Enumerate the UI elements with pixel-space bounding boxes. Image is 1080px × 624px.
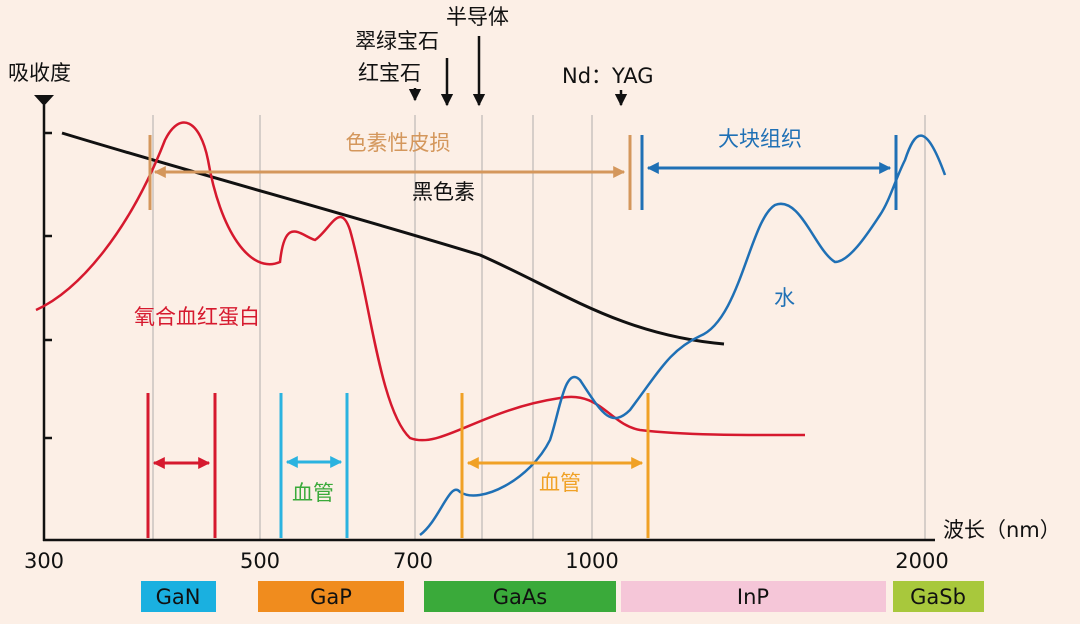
range-label: 大块组织	[718, 127, 802, 151]
x-tick-label: 300	[24, 549, 64, 573]
curve-label: 水	[774, 286, 795, 310]
y-axis-label: 吸收度	[8, 61, 71, 85]
range-label: 色素性皮损	[346, 131, 451, 155]
laser-label: Nd：YAG	[562, 64, 654, 88]
range-label: 血管	[292, 481, 334, 505]
axes	[34, 95, 935, 542]
curve-label: 氧合血红蛋白	[134, 305, 260, 329]
vessel-range	[146, 393, 217, 538]
hemoglobin-curve	[35, 121, 806, 442]
laser-label: 红宝石	[358, 61, 421, 85]
x-tick-label: 700	[393, 549, 433, 573]
water-curve	[419, 134, 947, 536]
grid	[152, 115, 926, 540]
curve-label: 黑色素	[412, 180, 475, 204]
bulk-range	[640, 135, 898, 210]
x-tick-label: 2000	[895, 549, 948, 573]
material-label: GaSb	[910, 585, 966, 609]
range-label: 血管	[539, 471, 581, 495]
material-label: GaP	[310, 585, 352, 609]
material-label: GaN	[156, 585, 201, 609]
x-axis-label: 波长（nm）	[943, 518, 1061, 542]
x-tick-label: 500	[240, 549, 280, 573]
laser-markers	[408, 36, 628, 107]
material-label: InP	[737, 585, 769, 609]
laser-label: 半导体	[446, 5, 509, 29]
pigment-range	[148, 135, 632, 210]
vessel-range	[460, 393, 650, 538]
material-label: GaAs	[493, 585, 547, 609]
laser-label: 翠绿宝石	[355, 29, 439, 53]
x-tick-label: 1000	[565, 549, 618, 573]
material-bars	[141, 581, 984, 612]
vessel-range	[279, 393, 349, 538]
